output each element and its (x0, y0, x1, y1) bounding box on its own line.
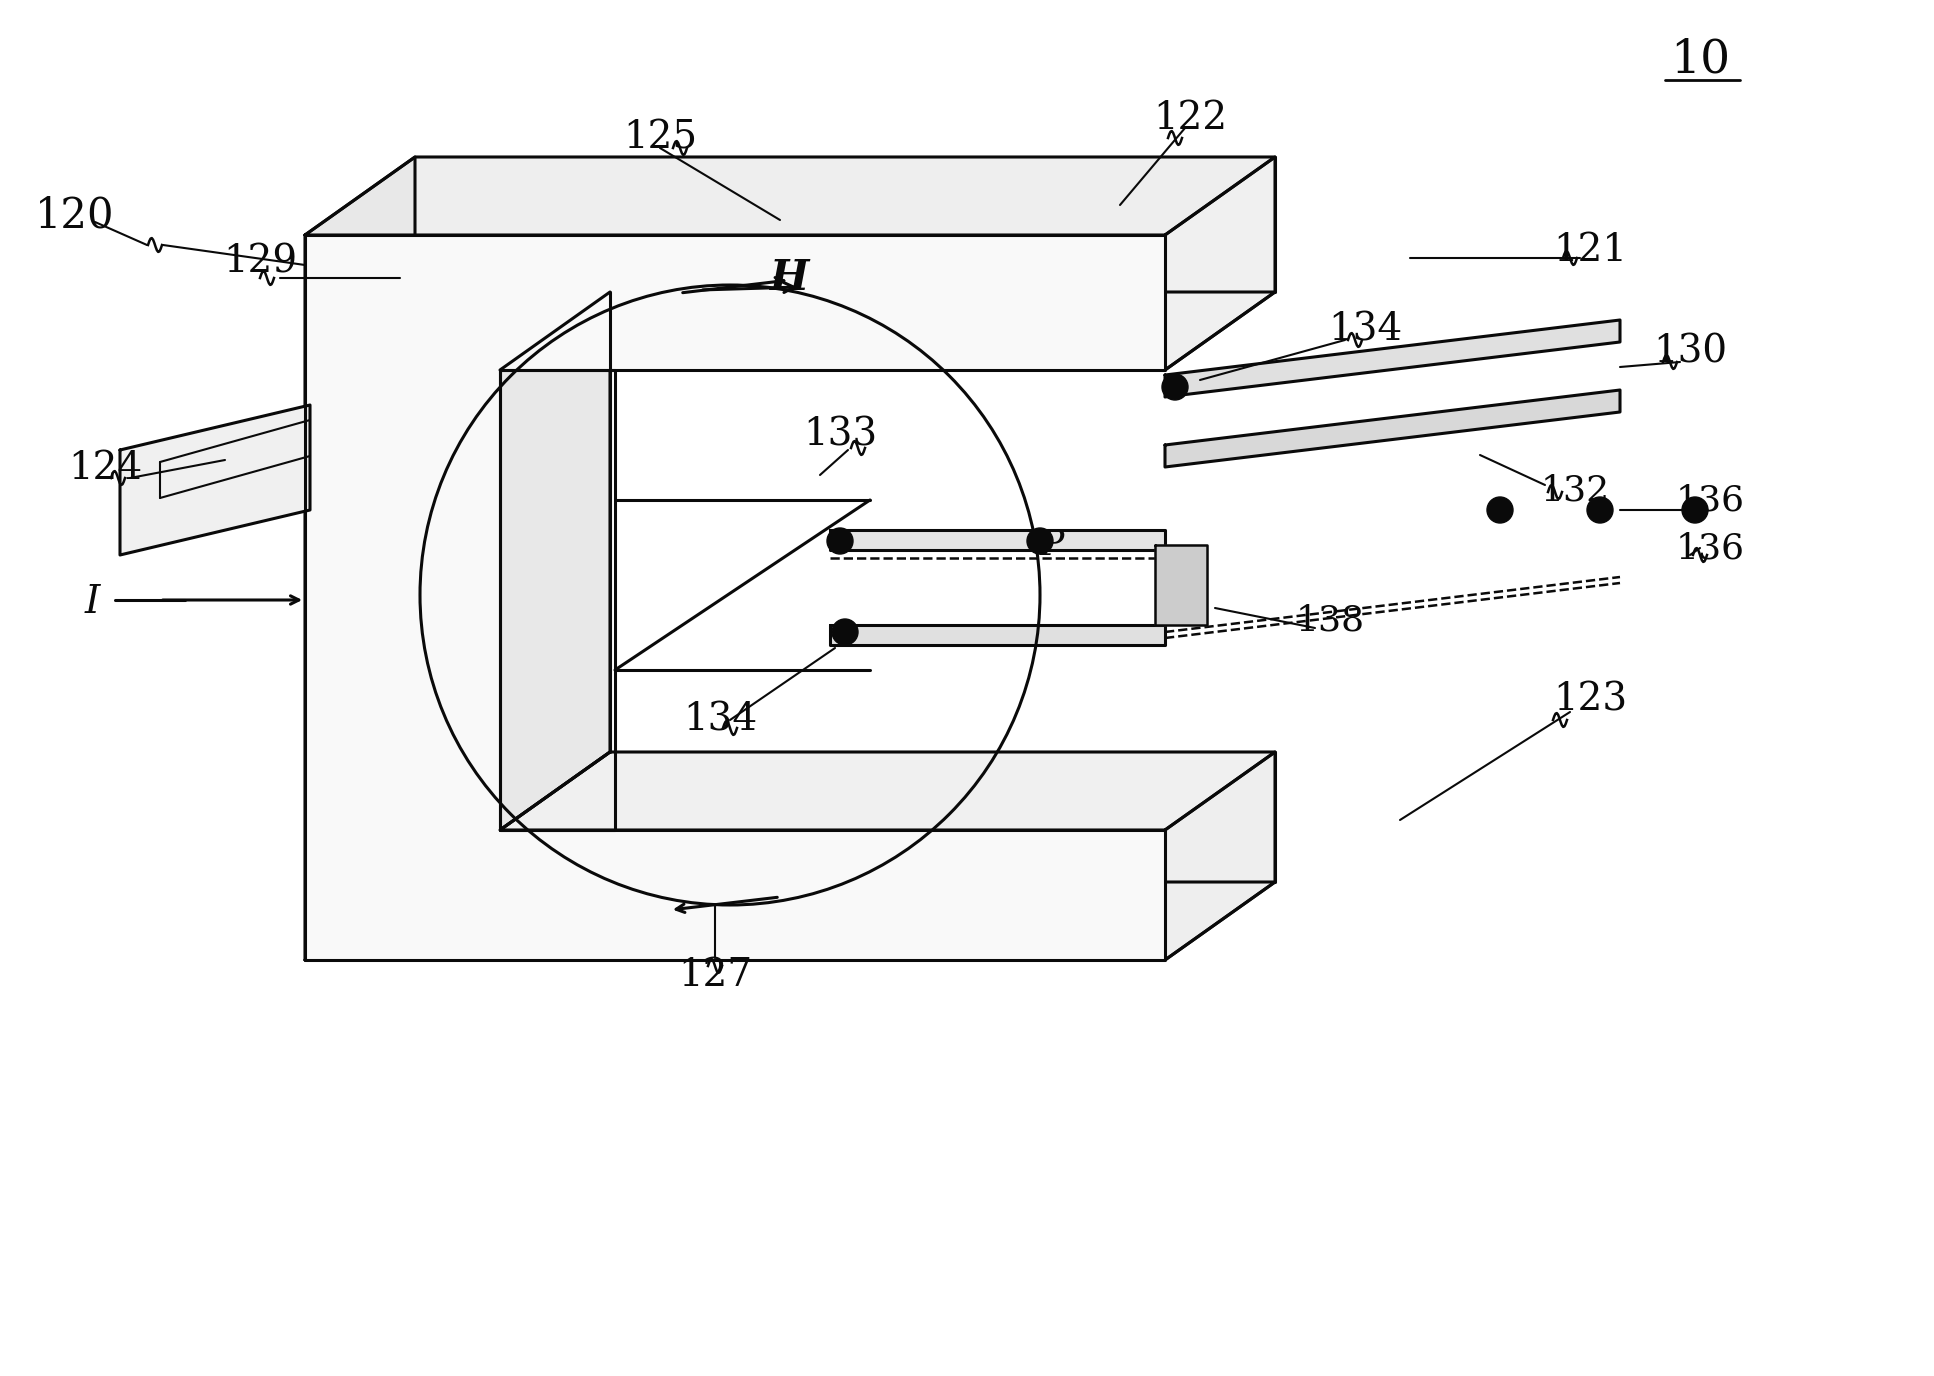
Polygon shape (306, 157, 1275, 235)
Polygon shape (1164, 157, 1275, 370)
Circle shape (1487, 497, 1512, 523)
Polygon shape (1164, 389, 1621, 466)
Text: 134: 134 (683, 702, 756, 739)
Text: 123: 123 (1553, 681, 1626, 718)
Circle shape (832, 619, 859, 645)
Text: 136: 136 (1675, 531, 1744, 566)
Polygon shape (830, 530, 1164, 550)
Text: 136: 136 (1675, 483, 1744, 517)
Circle shape (1683, 497, 1708, 523)
Text: I: I (85, 583, 101, 621)
Circle shape (828, 528, 853, 555)
Text: 130: 130 (1654, 333, 1727, 370)
Text: 132: 132 (1541, 473, 1609, 506)
Text: 138: 138 (1296, 603, 1365, 637)
Text: 133: 133 (803, 417, 876, 454)
Polygon shape (501, 292, 609, 830)
Text: H: H (770, 257, 810, 299)
Text: 127: 127 (679, 956, 752, 993)
Polygon shape (1164, 753, 1275, 960)
Text: 124: 124 (68, 450, 141, 487)
Text: 125: 125 (623, 120, 696, 157)
Text: 120: 120 (35, 194, 114, 237)
Polygon shape (501, 292, 1275, 370)
Polygon shape (501, 753, 1275, 830)
Polygon shape (830, 625, 1164, 645)
Polygon shape (120, 405, 309, 555)
Text: 134: 134 (1329, 311, 1402, 348)
Text: P: P (1040, 528, 1064, 561)
Text: 121: 121 (1553, 231, 1626, 268)
Text: 122: 122 (1153, 99, 1226, 136)
Polygon shape (416, 157, 1275, 882)
Text: 10: 10 (1669, 37, 1731, 83)
Polygon shape (1164, 321, 1621, 398)
Polygon shape (306, 235, 1164, 960)
Circle shape (1162, 374, 1187, 400)
Text: 129: 129 (222, 244, 298, 281)
Circle shape (1588, 497, 1613, 523)
Circle shape (1027, 528, 1052, 555)
Polygon shape (306, 157, 416, 960)
Polygon shape (306, 882, 1275, 960)
Polygon shape (1155, 545, 1207, 625)
